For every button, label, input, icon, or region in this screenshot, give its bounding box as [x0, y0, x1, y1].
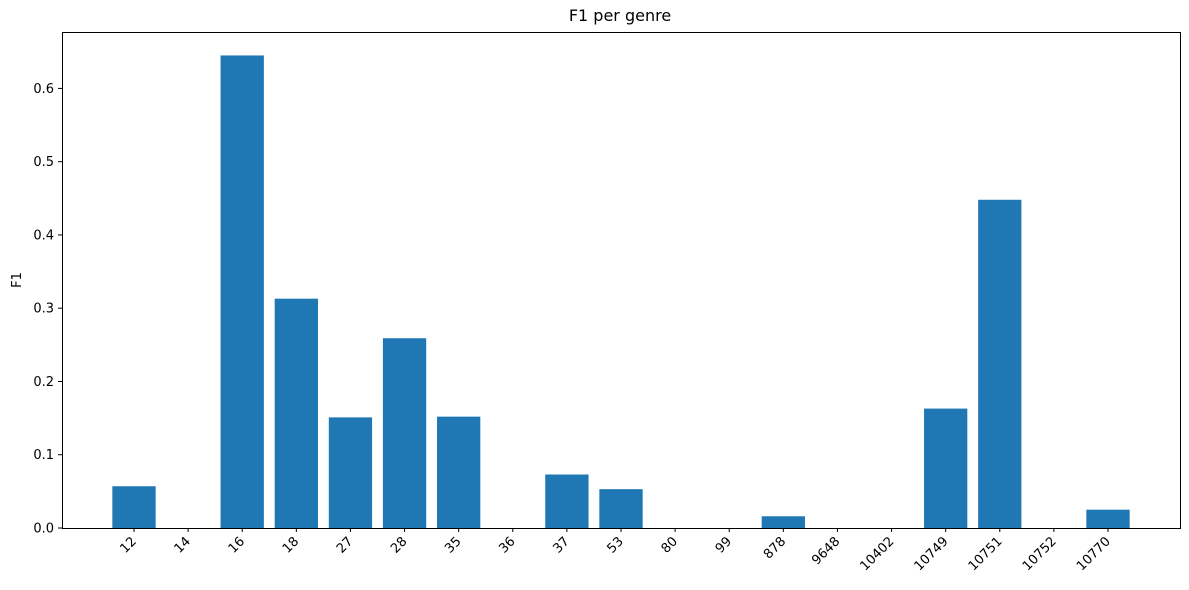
x-tick-label-36: 36 — [496, 534, 518, 556]
x-ticks-group: 12 14 16 18 27 28 35 36 37 53 80 99 878 9648 10402 1074… — [118, 528, 1114, 574]
bar-37 — [545, 474, 589, 528]
y-tick-label: 0.1 — [33, 448, 54, 463]
plot-frame — [62, 32, 1181, 529]
x-tick-label-878: 878 — [761, 534, 789, 562]
bar-53 — [599, 489, 643, 528]
x-tick-label-37: 37 — [550, 534, 572, 556]
x-tick-label-12: 12 — [118, 534, 140, 556]
x-tick-label-10770: 10770 — [1074, 534, 1114, 574]
y-tick-label: 0.5 — [33, 155, 54, 170]
x-tick-label-10751: 10751 — [966, 534, 1006, 574]
x-tick-label-10752: 10752 — [1020, 534, 1060, 574]
bar-10751 — [978, 199, 1022, 528]
y-tick-label: 0.0 — [33, 522, 54, 537]
bar-12 — [112, 486, 156, 528]
bar-10749 — [924, 408, 968, 528]
bar-18 — [274, 298, 318, 528]
bar-878 — [761, 516, 805, 528]
bar-27 — [328, 417, 373, 528]
x-tick-label-35: 35 — [442, 534, 464, 556]
y-tick-label: 0.2 — [33, 375, 54, 390]
x-tick-label-28: 28 — [388, 534, 410, 556]
x-tick-label-10749: 10749 — [912, 534, 952, 574]
x-tick-label-18: 18 — [280, 534, 302, 556]
y-tick-label: 0.6 — [33, 82, 54, 97]
x-tick-label-9648: 9648 — [809, 534, 843, 568]
x-tick-label-80: 80 — [659, 534, 681, 556]
y-tick-label: 0.3 — [33, 302, 54, 317]
y-axis-label: F1 — [10, 272, 25, 288]
x-tick-label-16: 16 — [226, 534, 248, 556]
y-ticks-group: 0.0 0.1 0.2 0.3 0.4 0.5 0.6 — [33, 82, 62, 537]
x-tick-label-14: 14 — [172, 534, 194, 556]
y-tick-label: 0.4 — [33, 228, 54, 243]
bar-10770 — [1086, 509, 1130, 528]
bars-group — [112, 55, 1130, 528]
chart-title: F1 per genre — [569, 6, 671, 25]
x-tick-label-27: 27 — [334, 534, 356, 556]
x-tick-label-99: 99 — [713, 534, 735, 556]
bar-28 — [382, 338, 427, 528]
x-tick-label-10402: 10402 — [858, 534, 898, 574]
x-tick-label-53: 53 — [605, 534, 627, 556]
bar-16 — [220, 55, 264, 528]
bar-35 — [437, 416, 481, 528]
